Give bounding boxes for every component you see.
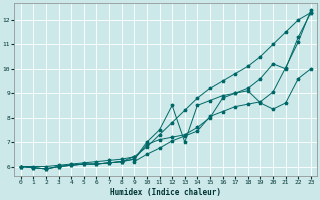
X-axis label: Humidex (Indice chaleur): Humidex (Indice chaleur): [110, 188, 221, 197]
